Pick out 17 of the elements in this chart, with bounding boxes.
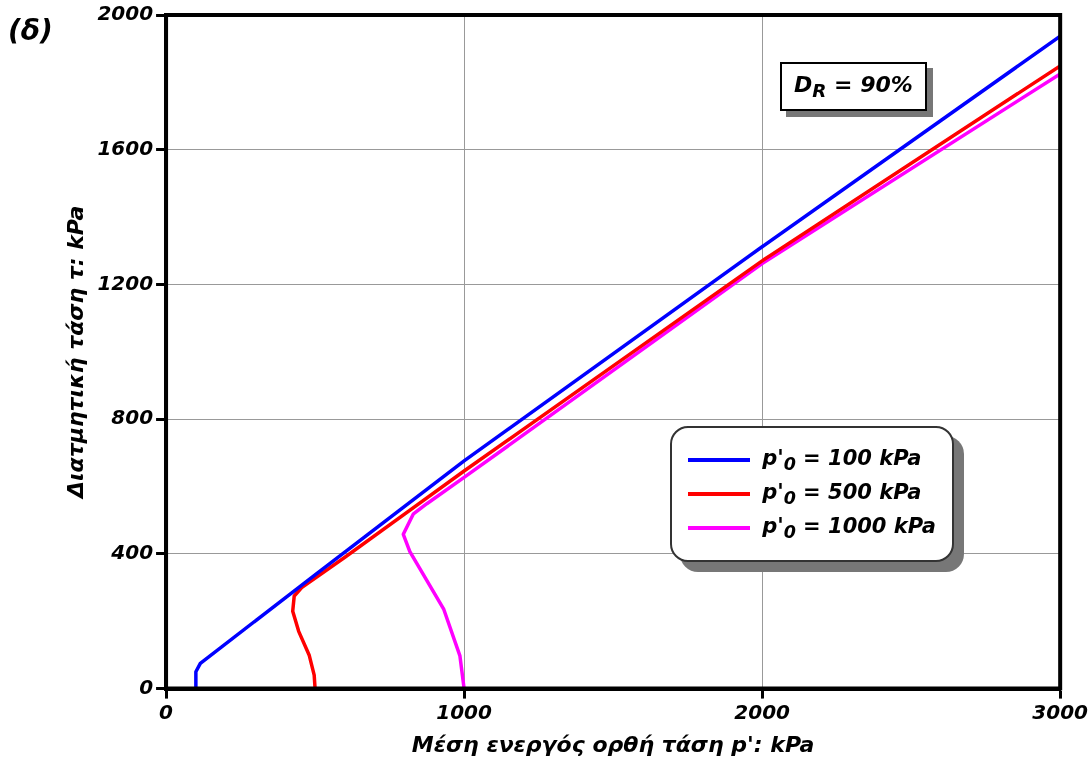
y-tick-label: 1200 [97, 270, 154, 295]
x-axis-title: Μέση ενεργός ορθή τάση p': kPa [411, 731, 815, 757]
annotation: D$_{R}$ = 90% [780, 62, 927, 112]
x-tick-label: 3000 [1032, 699, 1089, 724]
y-tick-label: 400 [110, 540, 154, 565]
legend-label: p'$_{0}$ = 500 kPa [762, 480, 922, 509]
y-tick-label: 2000 [97, 1, 154, 26]
y-tick-label: 0 [139, 674, 154, 699]
y-tick-label: 1600 [97, 135, 154, 160]
x-tick-label: 1000 [436, 699, 493, 724]
x-tick-label: 0 [159, 699, 174, 724]
y-axis-title: Διατμητική τάση τ: kPa [62, 205, 88, 501]
legend-label: p'$_{0}$ = 100 kPa [762, 445, 922, 475]
x-tick-label: 2000 [734, 699, 791, 724]
chart-title: (δ) [8, 14, 53, 47]
y-tick-label: 800 [111, 405, 154, 430]
legend-label: p'$_{0}$ = 1000 kPa [762, 514, 936, 543]
